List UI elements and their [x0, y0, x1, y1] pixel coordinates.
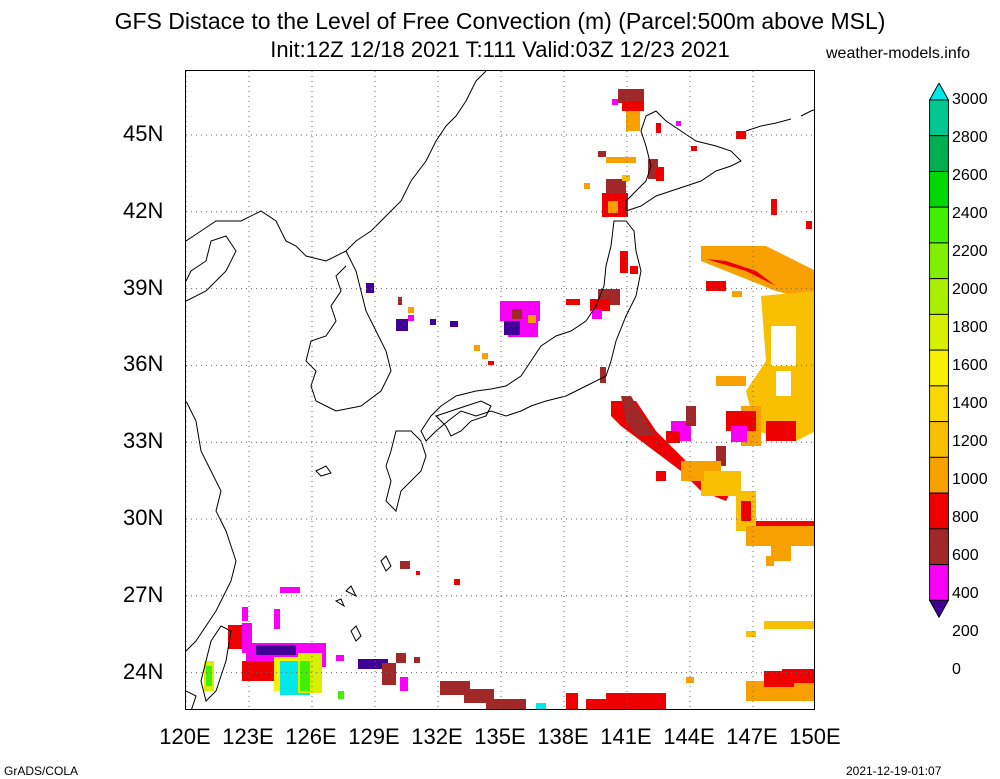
longitude-label: 150E — [789, 724, 841, 749]
colorbar-label: 1400 — [952, 395, 988, 412]
latitude-label: 39N — [123, 274, 164, 300]
colorbar-segment — [929, 528, 949, 566]
colorbar-segment — [929, 99, 949, 137]
longitude-label: 126E — [285, 724, 337, 749]
colorbar-label: 0 — [952, 661, 961, 678]
colorbar-label: 1000 — [952, 471, 988, 488]
coastline — [186, 71, 814, 709]
longitude-label: 129E — [348, 724, 400, 749]
colorbar-label: 2200 — [952, 243, 988, 260]
colorbar-label: 800 — [952, 509, 979, 526]
colorbar-bottom-arrow — [928, 599, 950, 619]
map-grid — [186, 71, 814, 709]
colorbar-segment — [929, 564, 949, 601]
colorbar-label: 1800 — [952, 319, 988, 336]
colorbar-segment — [929, 242, 949, 280]
chart-subtitle: Init:12Z 12/18 2021 T:111 Valid:03Z 12/2… — [270, 37, 730, 62]
latitude-label: 33N — [123, 428, 164, 454]
map-canvas — [186, 71, 814, 709]
latitude-label: 24N — [123, 658, 164, 684]
colorbar-label: 2600 — [952, 167, 988, 184]
colorbar-label: 3000 — [952, 91, 988, 108]
longitude-label: 147E — [726, 724, 778, 749]
longitude-label: 138E — [537, 724, 589, 749]
latitude-label: 27N — [123, 581, 164, 607]
longitude-label: 120E — [159, 724, 211, 749]
colorbar-label: 200 — [952, 623, 979, 640]
colorbar-label: 400 — [952, 585, 979, 602]
site-label: weather-models.info — [826, 45, 971, 62]
latitude-label: 45N — [123, 121, 164, 146]
colorbar-segment — [929, 313, 949, 351]
longitude-label: 123E — [222, 724, 274, 749]
latitude-label: 36N — [123, 351, 164, 377]
colorbar-segment — [929, 385, 949, 423]
colorbar-label: 1600 — [952, 357, 988, 374]
colorbar-top-arrow — [928, 83, 950, 101]
colorbar-segment — [929, 278, 949, 315]
longitude-label: 132E — [411, 724, 463, 749]
colorbar-label: 1200 — [952, 433, 988, 450]
colorbar-segment — [929, 170, 949, 208]
chart-title: GFS Distace to the Level of Free Convect… — [114, 8, 886, 34]
colorbar-segment — [929, 456, 949, 494]
map-frame — [185, 70, 815, 710]
colorbar-segment — [929, 421, 949, 458]
footer-credit: GrADS/COLA — [4, 764, 79, 778]
longitude-label: 141E — [600, 724, 652, 749]
colorbar-label: 600 — [952, 547, 979, 564]
colorbar-label: 2800 — [952, 129, 988, 146]
latitude-label: 42N — [123, 197, 164, 223]
colorbar — [928, 83, 950, 619]
longitude-label: 144E — [663, 724, 715, 749]
colorbar-label: 2400 — [952, 205, 988, 222]
longitude-label: 135E — [474, 724, 526, 749]
latitude-label: 30N — [123, 505, 164, 530]
colorbar-segment — [929, 135, 949, 172]
footer-timestamp: 2021-12-19-01:07 — [846, 764, 942, 778]
colorbar-segment — [929, 349, 949, 387]
convection-field — [204, 89, 814, 709]
colorbar-segment — [929, 206, 949, 244]
colorbar-segment — [929, 492, 949, 530]
colorbar-label: 2000 — [952, 281, 988, 298]
